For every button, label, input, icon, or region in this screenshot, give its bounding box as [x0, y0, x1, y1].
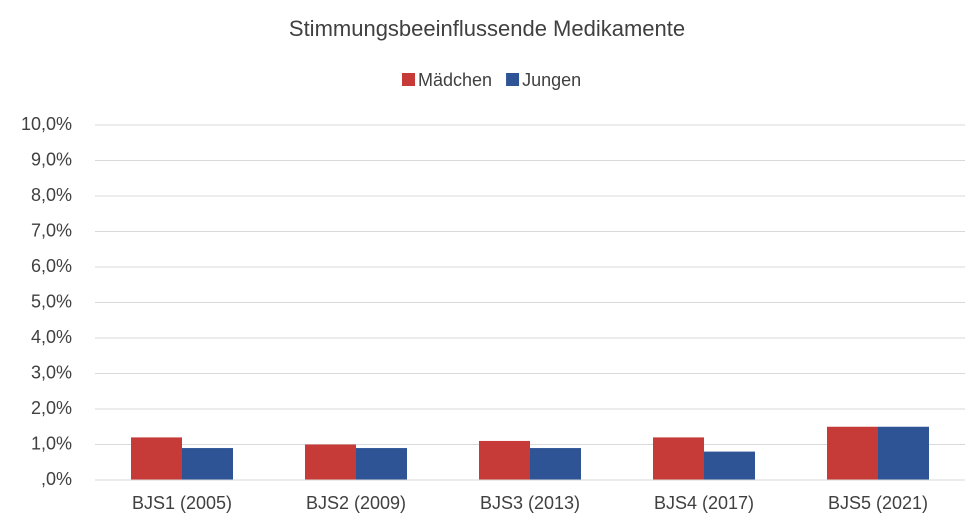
y-tick-label: 5,0% — [31, 291, 72, 311]
bar — [704, 451, 755, 480]
bar — [530, 448, 581, 480]
y-tick-label: 8,0% — [31, 185, 72, 205]
y-tick-label: 6,0% — [31, 256, 72, 276]
legend-swatch — [506, 73, 520, 86]
bar — [182, 448, 233, 480]
y-tick-label: 2,0% — [31, 398, 72, 418]
bar — [356, 448, 407, 480]
y-tick-label: 4,0% — [31, 327, 72, 347]
x-tick-label: BJS1 (2005) — [132, 493, 232, 513]
bar — [305, 444, 356, 480]
y-tick-label: ,0% — [41, 469, 72, 489]
y-tick-label: 10,0% — [21, 114, 72, 134]
y-tick-label: 3,0% — [31, 362, 72, 382]
legend-label: Jungen — [522, 70, 581, 90]
legend-label: Mädchen — [418, 70, 492, 90]
x-tick-label: BJS4 (2017) — [654, 493, 754, 513]
y-tick-label: 7,0% — [31, 220, 72, 240]
bar — [479, 440, 530, 480]
y-tick-label: 1,0% — [31, 433, 72, 453]
y-tick-label: 9,0% — [31, 149, 72, 169]
x-tick-label: BJS5 (2021) — [828, 493, 928, 513]
bar — [653, 437, 704, 480]
bar — [131, 437, 182, 480]
bar — [827, 426, 878, 480]
x-tick-label: BJS2 (2009) — [306, 493, 406, 513]
x-tick-label: BJS3 (2013) — [480, 493, 580, 513]
legend-swatch — [402, 73, 415, 86]
bar — [878, 426, 929, 480]
chart-title: Stimmungsbeeinflussende Medikamente — [289, 16, 685, 41]
